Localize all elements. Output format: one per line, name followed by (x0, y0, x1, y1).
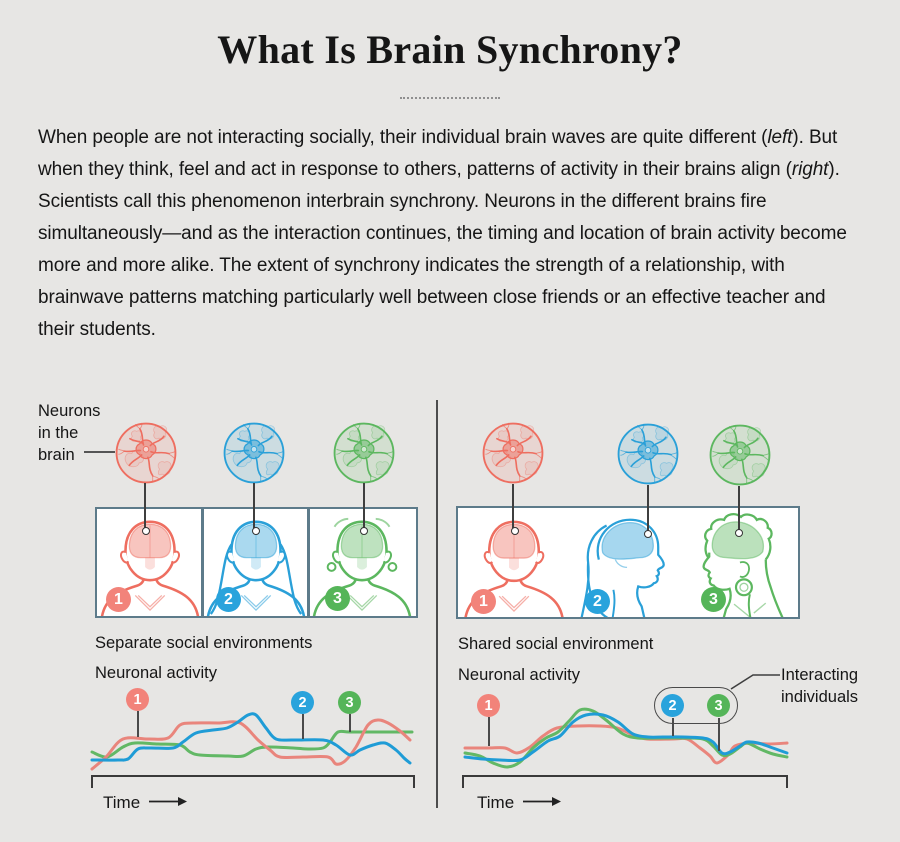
badge-stem (718, 718, 720, 751)
person-2-number-badge: 2 (585, 589, 610, 614)
left-panel-caption: Separate social environments (95, 634, 313, 652)
time-axis (462, 775, 788, 788)
cell-divider (307, 509, 310, 616)
neuron-icon (482, 422, 544, 484)
intro-emphasis-left: left (767, 127, 793, 148)
shared-environment-box: 1 2 3 (456, 506, 800, 619)
neuron-connector-line (144, 483, 146, 528)
interacting-individuals-label: Interacting individuals (781, 666, 859, 706)
neuron-connector-line (647, 485, 649, 531)
badge-stem (672, 718, 674, 736)
person-3-illustration (674, 508, 798, 619)
person-3-number-badge: 3 (701, 587, 726, 612)
wave-3-badge: 3 (707, 694, 730, 717)
brain-point-marker (735, 529, 743, 537)
cell-divider (201, 509, 204, 616)
intro-text: ). But when they think, feel and act in … (38, 127, 838, 180)
wave-1-badge: 1 (126, 688, 149, 711)
interacting-individuals-outline (654, 687, 738, 724)
separate-environments-box: 1 2 3 (95, 507, 418, 618)
wave-person-3 (463, 707, 789, 769)
left-time-label: Time (103, 793, 141, 812)
neuron-icon (709, 424, 771, 486)
wave-person-3 (90, 729, 414, 759)
interacting-pointer-line (730, 674, 780, 690)
brain-point-marker (644, 530, 652, 538)
brain-point-marker (142, 527, 150, 535)
wave-person-2 (463, 712, 789, 763)
neuron-connector-line (363, 483, 365, 528)
right-activity-label: Neuronal activity (458, 666, 580, 684)
annotation-pointer-line (84, 451, 115, 453)
brain-point-marker (252, 527, 260, 535)
panel-divider (436, 400, 438, 808)
intro-text: ). Scientists call this phenomenon inter… (38, 159, 847, 340)
arrow-right-icon (149, 797, 187, 806)
person-3-number-badge: 3 (325, 586, 350, 611)
right-time-label: Time (477, 793, 515, 812)
right-panel-caption: Shared social environment (458, 635, 654, 653)
badge-stem (137, 711, 139, 737)
neuron-icon (333, 422, 395, 484)
right-activity-chart (462, 707, 789, 788)
wave-person-1 (463, 724, 789, 765)
person-1-number-badge: 1 (471, 589, 496, 614)
wave-person-2 (90, 712, 412, 765)
neuron-icon (115, 422, 177, 484)
neuron-connector-line (253, 483, 255, 528)
brain-point-marker (511, 527, 519, 535)
person-2-number-badge: 2 (216, 587, 241, 612)
intro-emphasis-right: right (791, 159, 829, 180)
badge-stem (349, 714, 351, 732)
title-divider (400, 97, 500, 99)
wave-person-1 (90, 718, 412, 771)
wave-2-badge: 2 (661, 694, 684, 717)
brain-point-marker (360, 527, 368, 535)
badge-stem (302, 714, 304, 739)
badge-stem (488, 717, 490, 746)
left-activity-label: Neuronal activity (95, 664, 217, 682)
left-activity-chart (90, 712, 415, 788)
person-1-number-badge: 1 (106, 587, 131, 612)
arrow-right-icon (523, 797, 561, 806)
neuron-icon (223, 422, 285, 484)
neuron-connector-line (738, 486, 740, 530)
intro-paragraph: When people are not interacting socially… (38, 122, 862, 346)
wave-3-badge: 3 (338, 691, 361, 714)
wave-2-badge: 2 (291, 691, 314, 714)
time-axis (91, 775, 415, 788)
page-title: What Is Brain Synchrony? (217, 27, 683, 72)
intro-text: When people are not interacting socially… (38, 127, 768, 148)
neuron-icon (617, 423, 679, 485)
wave-1-badge: 1 (477, 694, 500, 717)
neuron-connector-line (512, 484, 514, 528)
neurons-annotation: Neurons in the brain (38, 402, 101, 464)
